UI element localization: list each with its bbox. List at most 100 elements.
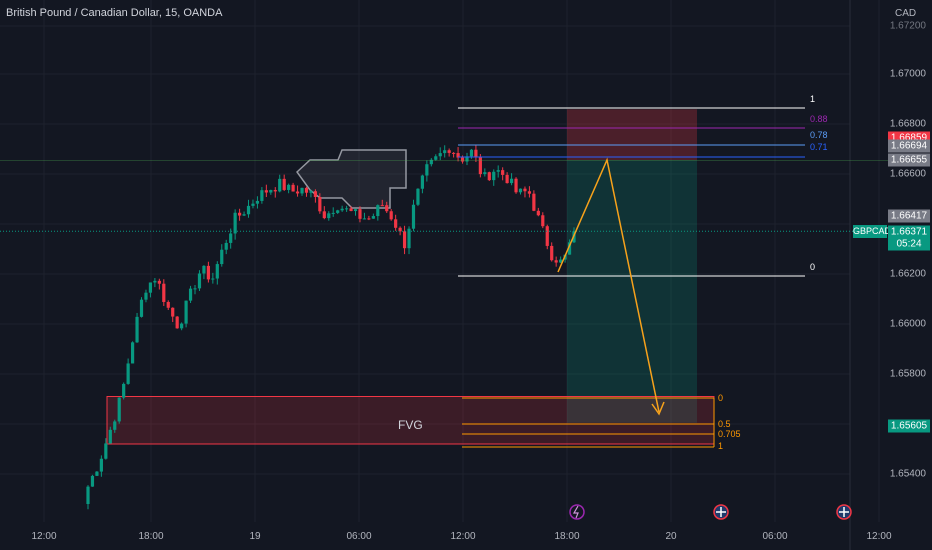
- y-tick: 1.66200: [889, 268, 926, 280]
- candle-body: [469, 149, 474, 157]
- fib-label: 0.5: [718, 419, 731, 429]
- candle-body: [229, 233, 233, 243]
- candle-body: [153, 280, 157, 283]
- x-tick: 06:00: [762, 531, 788, 542]
- fib-label: 0.71: [810, 142, 828, 152]
- candle-body: [452, 152, 456, 154]
- candle-body: [536, 210, 540, 216]
- candle-body: [304, 187, 309, 193]
- candle-body: [349, 208, 353, 212]
- candle-body: [197, 273, 202, 289]
- candle-body: [206, 265, 210, 280]
- candle-body: [113, 421, 117, 430]
- candle-body: [148, 282, 153, 293]
- candle-body: [420, 175, 425, 189]
- candle-body: [166, 301, 170, 308]
- candle-body: [460, 157, 465, 162]
- candle-body: [242, 214, 246, 216]
- candle-body: [291, 184, 295, 192]
- lightning-icon: [569, 504, 585, 520]
- candle-body: [202, 265, 206, 274]
- candle-body: [518, 188, 523, 193]
- candle-body: [443, 150, 447, 154]
- candle-body: [514, 178, 518, 193]
- candle-body: [278, 178, 282, 192]
- candle-body: [117, 397, 121, 422]
- currency-label: CAD: [895, 8, 917, 19]
- candle-body: [273, 190, 277, 192]
- candle-body: [130, 342, 135, 364]
- candle-body: [309, 191, 313, 193]
- candle-body: [353, 209, 358, 212]
- candle-body: [264, 190, 268, 193]
- fib-label: 0.705: [718, 429, 741, 439]
- candle-body: [532, 193, 536, 211]
- candle-body: [184, 300, 188, 324]
- candle-body: [567, 242, 572, 255]
- candle-body: [95, 471, 99, 476]
- price-tag: 1.66655: [888, 153, 930, 167]
- candle-body: [358, 209, 362, 219]
- x-tick: 12:00: [450, 531, 476, 542]
- candle-body: [376, 205, 380, 217]
- candle-body: [389, 211, 393, 220]
- chart-title: British Pound / Canadian Dollar, 15, OAN…: [6, 7, 223, 19]
- fib-label: 0: [810, 262, 816, 272]
- candle-body: [313, 191, 317, 197]
- candle-body: [416, 188, 420, 205]
- candle-body: [478, 157, 482, 175]
- candle-body: [126, 363, 130, 384]
- x-tick: 12:00: [866, 531, 892, 542]
- candle-body: [251, 203, 255, 206]
- candle-body: [122, 383, 126, 398]
- lightning-glyph: [572, 505, 579, 519]
- y-tick-partial: 1.67200: [889, 20, 926, 32]
- fvg-label: FVG: [398, 418, 423, 432]
- candle-body: [139, 299, 144, 317]
- candle-body: [447, 150, 451, 153]
- candle-body: [402, 231, 407, 249]
- candle-body: [327, 213, 331, 219]
- x-tick: 12:00: [31, 531, 57, 542]
- candle-body: [144, 292, 148, 300]
- x-tick: 19: [249, 531, 261, 542]
- candlesticks: [86, 144, 576, 510]
- candle-body: [135, 316, 139, 343]
- candle-body: [345, 208, 349, 210]
- grid-lines: [0, 0, 880, 550]
- candle-body: [233, 212, 237, 234]
- candle-body: [523, 188, 527, 192]
- trade-zones: [106, 109, 715, 445]
- candle-body: [282, 178, 286, 190]
- candle-body: [487, 172, 491, 181]
- candle-body: [260, 190, 264, 201]
- candle-body: [496, 170, 500, 172]
- candle-body: [559, 259, 563, 263]
- candle-body: [331, 212, 335, 214]
- candle-body: [394, 219, 398, 228]
- candle-body: [492, 171, 496, 181]
- candle-body: [224, 242, 228, 250]
- target-price-tag: 1.65605: [888, 419, 930, 433]
- candle-body: [362, 218, 367, 220]
- candle-body: [193, 288, 197, 290]
- candle-body: [295, 191, 300, 194]
- candle-body: [318, 196, 322, 212]
- y-tick: 1.67000: [889, 68, 926, 80]
- candle-body: [456, 153, 460, 158]
- candle-body: [371, 216, 375, 219]
- fvg-zone: [106, 396, 715, 445]
- candle-body: [541, 215, 545, 227]
- candle-body: [380, 205, 384, 207]
- candle-body: [188, 288, 193, 301]
- candle-body: [398, 227, 402, 232]
- candle-body: [554, 260, 558, 263]
- candle-body: [255, 200, 260, 204]
- candle-body: [175, 316, 179, 329]
- x-tick: 20: [665, 531, 677, 542]
- candle-body: [162, 283, 166, 302]
- candle-body: [545, 226, 549, 246]
- fib-label: 0: [718, 393, 724, 403]
- candle-body: [509, 178, 514, 184]
